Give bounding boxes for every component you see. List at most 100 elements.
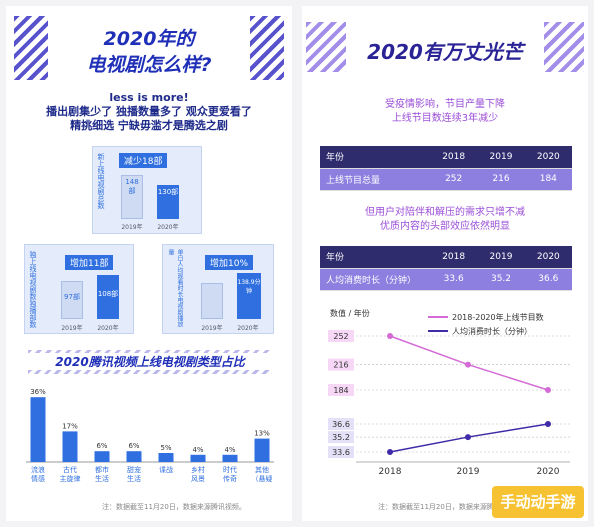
program-count-point <box>387 333 393 339</box>
card2-bar-2019-value: 97部 <box>64 293 80 301</box>
card1-tag: 减少18部 <box>119 153 168 168</box>
type-category-label: 时代 <box>223 465 237 474</box>
card2-bar-2020-value: 108部 <box>97 290 119 298</box>
stat-card-3: 单日人均观看时长电视剧播放量 增加10% 138.9分钟 2019年 2020年 <box>162 244 274 334</box>
type-bar-value: 5% <box>160 444 171 452</box>
card1-bar-2020-value: 130部 <box>157 188 179 196</box>
type-category-label: 传奇 <box>223 474 237 483</box>
type-category-label: 风景 <box>191 475 205 483</box>
y-tick-box <box>328 418 354 430</box>
table2-header-cell: 2018 <box>430 246 478 269</box>
x-tick-label: 2018 <box>379 467 402 477</box>
stat-card-1: 新上线电视剧总数 减少18部 148部 130部 2019年 2020年 <box>92 146 202 234</box>
left-footnote: 注：数据截至11月20日，数据来源腾讯视频。 <box>102 503 246 511</box>
y-axis-label: 数值 / 年份 <box>330 308 370 318</box>
table1-data-cell: 184 <box>524 168 572 191</box>
watch-time-point <box>465 434 471 441</box>
type-bar-value: 6% <box>128 442 139 450</box>
card2-label-2019: 2019年 <box>61 325 83 332</box>
type-bar <box>158 453 174 462</box>
left-panel: 2020年的 电视剧怎么样? less is more! 播出剧集少了 独播数量… <box>6 6 292 521</box>
right-banner-stripes-right <box>544 22 584 72</box>
type-bar <box>30 397 46 462</box>
left-banner-stripes <box>14 16 48 80</box>
table1-header-row: 年份 2018 2019 2020 <box>320 146 572 169</box>
card3-bar-2019 <box>201 283 223 319</box>
watch-time-table: 年份 2018 2019 2020 人均消费时长（分钟） 33.6 35.2 3… <box>320 246 572 291</box>
y-tick-label: 35.2 <box>332 433 350 442</box>
card1-label-2019: 2019年 <box>121 224 143 231</box>
type-bar <box>94 451 110 462</box>
y-tick-label: 184 <box>333 386 348 395</box>
y-tick-box <box>328 358 354 371</box>
type-category-label: 生活 <box>127 474 141 483</box>
card2-tag: 增加11部 <box>65 255 114 270</box>
right-banner-stripes <box>250 16 284 80</box>
type-category-label: 甜宠 <box>127 465 141 474</box>
card3-bar-2020-value: 138.9分钟 <box>237 279 261 295</box>
card1-bar-2020: 130部 <box>157 185 179 219</box>
type-bar-value: 17% <box>62 422 78 430</box>
right-footnote: 注：数据截至11月20日，数据来源腾讯视频。 <box>378 503 522 511</box>
type-bar-value: 4% <box>224 446 235 454</box>
right-panel: 2020有万丈光芒 受疫情影响，节目产量下降 上线节目数连续3年减少 年份 20… <box>302 6 588 521</box>
type-bar-value: 36% <box>30 388 46 396</box>
table2-data-row: 人均消费时长（分钟） 33.6 35.2 36.6 <box>320 268 572 291</box>
right-title: 2020有万丈光芒 <box>367 40 523 64</box>
table2-header-cell: 2019 <box>477 246 525 269</box>
legend-entry: 2018-2020年上线节目数 <box>452 312 544 322</box>
card1-bar-2019-value: 148部 <box>125 178 139 195</box>
type-category-label: 谍战 <box>159 465 173 474</box>
type-category-label: 古代 <box>63 465 77 474</box>
program-count-point <box>545 387 551 393</box>
card2-side-label: 独上线电视剧数独播部数 <box>29 251 37 328</box>
table1-data-cell: 252 <box>430 168 478 191</box>
bar-chart-title: 2020腾讯视频上线电视剧类型占比 <box>28 353 272 370</box>
card3-label-2020: 2020年 <box>237 325 259 332</box>
y-tick-box <box>328 446 354 458</box>
table2-header-cell: 年份 <box>320 246 430 269</box>
y-tick-label: 216 <box>333 361 348 370</box>
x-tick-label: 2020 <box>537 467 560 477</box>
type-bar <box>254 438 270 462</box>
table2-data-cell: 人均消费时长（分钟） <box>320 268 430 291</box>
card2-label-2020: 2020年 <box>97 325 119 332</box>
watch-time-point <box>545 421 551 427</box>
type-bar-value: 6% <box>96 442 107 450</box>
type-category-label: 生活 <box>95 474 109 483</box>
type-category-label: 情感 <box>31 474 45 483</box>
table2-data-cell: 35.2 <box>477 268 525 291</box>
caption1-line1: 受疫情影响，节目产量下降 <box>385 99 505 110</box>
caption1-line2: 上线节目数连续3年减少 <box>391 113 499 124</box>
watch-time-point <box>387 449 393 455</box>
type-category-label: （悬疑 <box>252 474 273 483</box>
y-tick-label: 33.6 <box>332 448 350 457</box>
card3-label-2019: 2019年 <box>201 325 223 332</box>
type-bar <box>62 431 78 462</box>
card2-bar-2020: 108部 <box>97 275 119 319</box>
type-category-label: 乡村 <box>191 465 205 474</box>
right-banner-stripes-left <box>306 22 346 72</box>
card1-bar-2019: 148部 <box>121 175 143 219</box>
legend-entry: 人均消费时长（分钟） <box>452 326 532 336</box>
type-bar <box>190 454 206 462</box>
type-category-label: 其他 <box>255 465 269 474</box>
type-bar <box>126 451 142 462</box>
card1-label-2020: 2020年 <box>157 224 179 231</box>
y-tick-box <box>328 330 354 342</box>
table2-header-row: 年份 2018 2019 2020 <box>320 246 572 269</box>
y-tick-label: 252 <box>333 332 348 341</box>
card1-side-label: 新上线电视剧总数 <box>97 153 105 209</box>
type-category-label: 主旋律 <box>60 474 81 483</box>
table1-header-cell: 2019 <box>477 146 525 169</box>
y-tick-box <box>328 384 354 396</box>
table1-data-cell: 上线节目总量 <box>320 168 430 191</box>
caption2-line2: 优质内容的头部效应依然明显 <box>380 221 510 232</box>
stat-card-2: 独上线电视剧数独播部数 增加11部 97部 108部 2019年 2020年 <box>24 244 134 334</box>
type-bar-value: 13% <box>254 430 270 438</box>
left-subtitle-line3: 精挑细选 宁缺毋滥才是腾选之剧 <box>70 119 228 132</box>
left-subtitle-line1: less is more! <box>109 91 189 104</box>
card3-bar-2020: 138.9分钟 <box>237 273 261 319</box>
type-bar <box>222 454 238 462</box>
